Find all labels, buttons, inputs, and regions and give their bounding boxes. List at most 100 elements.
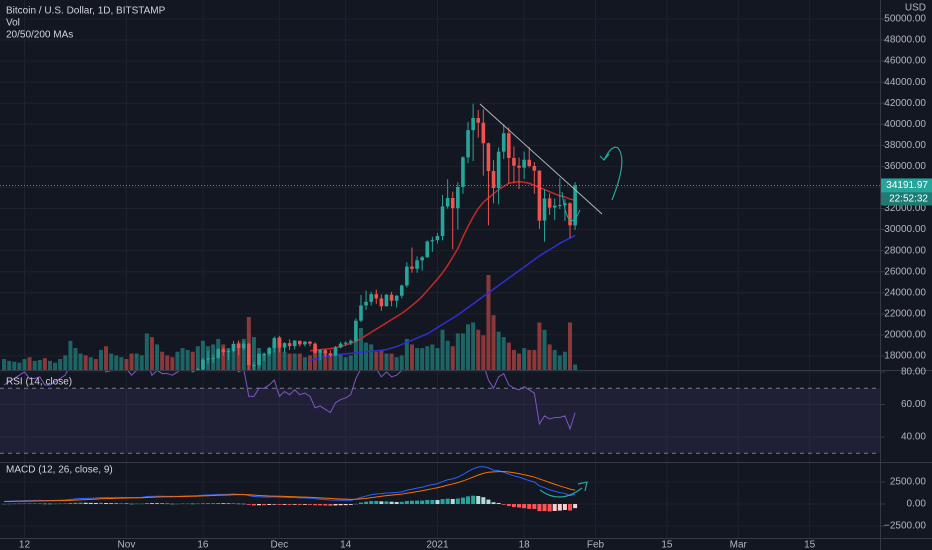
macd-histogram-bar: [104, 503, 109, 505]
macd-histogram-bar: [32, 503, 37, 505]
rsi-title[interactable]: RSI (14, close): [6, 377, 72, 388]
volume-bar: [185, 349, 190, 370]
volume-bar: [134, 353, 139, 370]
macd-histogram-bar: [47, 503, 52, 505]
ma-legend[interactable]: 20/50/200 MAs: [6, 30, 73, 41]
arrow-curve-lower[interactable]: [561, 191, 581, 222]
macd-histogram-bar: [88, 502, 93, 505]
y-tick-label: 20000.00: [884, 330, 926, 341]
y-tick-label: 40000.00: [884, 119, 926, 130]
macd-histogram-bar: [389, 501, 394, 505]
macd-histogram-bar: [175, 503, 180, 505]
currency-label[interactable]: USD: [905, 3, 926, 14]
volume-bar: [272, 342, 277, 370]
y-tick-label: 24000.00: [884, 287, 926, 298]
y-tick-label: 2500.00: [890, 477, 927, 488]
volume-bar: [455, 333, 460, 370]
volume-bar: [160, 351, 165, 370]
arrow-curve[interactable]: [603, 146, 623, 201]
macd-histogram-bar: [200, 503, 205, 505]
volume-bar: [425, 346, 430, 370]
candle-body: [374, 294, 379, 299]
candle-body: [333, 347, 338, 356]
macd-histogram-bar: [527, 504, 532, 509]
price-pane: [0, 103, 880, 370]
x-tick-label: 12: [19, 540, 31, 550]
macd-histogram-bar: [144, 503, 149, 505]
macd-histogram-bar: [420, 500, 425, 505]
candle-body: [425, 241, 430, 258]
macd-histogram-bar: [435, 500, 440, 505]
macd-histogram-bar: [460, 497, 465, 505]
volume-bar: [537, 322, 542, 370]
macd-histogram-bar: [7, 503, 12, 505]
macd-histogram-bar: [542, 504, 547, 512]
volume-legend[interactable]: Vol: [6, 18, 20, 29]
macd-histogram-bar: [425, 499, 430, 505]
candle-body: [430, 240, 435, 242]
candle-body: [313, 343, 317, 353]
x-tick-label: Nov: [118, 540, 136, 550]
volume-bar: [231, 344, 236, 370]
candle-body: [297, 340, 302, 345]
candle-body: [461, 157, 465, 187]
macd-histogram-bar: [124, 503, 129, 505]
volume-bar: [68, 340, 73, 370]
y-tick-label: 50000.00: [884, 14, 926, 25]
macd-histogram-bar: [206, 503, 211, 505]
volume-bar: [358, 327, 363, 370]
macd-title[interactable]: MACD (12, 26, close, 9): [6, 465, 113, 476]
price-tag: [881, 178, 932, 193]
macd-histogram-bar: [379, 501, 384, 505]
macd-histogram-bar: [358, 502, 363, 505]
symbol-title[interactable]: Bitcoin / U.S. Dollar, 1D, BITSTAMP: [6, 6, 166, 17]
macd-histogram-bar: [190, 503, 195, 505]
macd-histogram-bar: [2, 503, 7, 505]
macd-histogram-bar: [246, 504, 251, 505]
macd-histogram-bar: [165, 503, 170, 505]
volume-bar: [460, 333, 465, 370]
volume-bar: [267, 349, 272, 370]
macd-histogram-bar: [78, 502, 83, 505]
macd-histogram-bar: [251, 504, 256, 506]
volume-bar: [568, 322, 573, 370]
x-tick-label: Feb: [587, 540, 605, 550]
macd-histogram-bar: [511, 504, 516, 508]
macd-histogram-bar: [272, 504, 277, 505]
macd-histogram-bar: [522, 504, 527, 509]
candle-body: [501, 133, 506, 152]
candle-body: [517, 165, 521, 168]
macd-histogram-bar: [394, 501, 399, 505]
candle-body: [364, 301, 368, 306]
macd-histogram-bar: [262, 504, 267, 506]
x-tick-label: 15: [804, 540, 816, 550]
candle-body: [481, 122, 486, 144]
volume-bar: [313, 346, 318, 370]
volume-bar: [557, 355, 562, 370]
candle-body: [252, 365, 256, 367]
candle-body: [196, 369, 200, 370]
candle-body: [456, 186, 460, 209]
macd-arrow[interactable]: [539, 487, 583, 498]
candle-body: [328, 353, 333, 356]
candle-body: [287, 343, 292, 347]
candle-body: [348, 340, 353, 343]
candle-body: [440, 206, 445, 237]
macd-histogram-bar: [241, 503, 246, 505]
volume-bar: [149, 337, 154, 370]
macd-histogram-bar: [343, 504, 348, 506]
volume-bar: [466, 324, 471, 370]
candle-body: [216, 349, 221, 358]
macd-histogram-bar: [501, 504, 506, 505]
candle-body: [267, 347, 272, 355]
volume-bar: [302, 357, 307, 370]
trend-line[interactable]: [479, 103, 603, 215]
candle-body: [206, 358, 210, 360]
macd-histogram-bar: [471, 495, 476, 505]
macd-histogram-bar: [568, 504, 573, 511]
volume-bar: [491, 315, 496, 370]
macd-histogram-bar: [466, 496, 471, 505]
candle-body: [522, 159, 526, 168]
volume-bar: [114, 355, 119, 370]
